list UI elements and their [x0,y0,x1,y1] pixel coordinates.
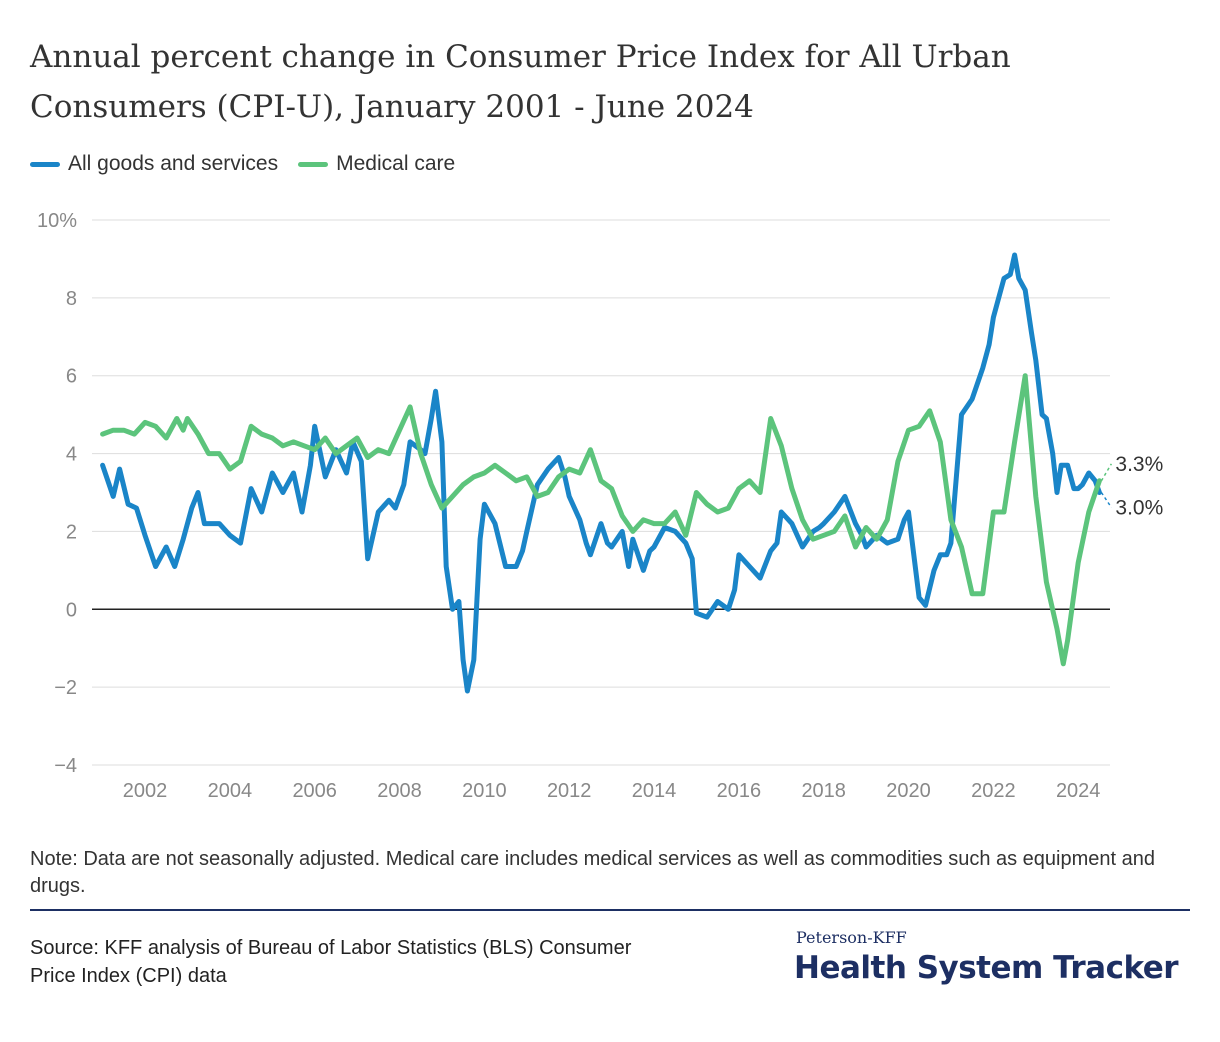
end-label-leader [1100,463,1113,482]
x-tick-label: 2008 [377,780,422,802]
legend-item-medical-care: Medical care [298,152,455,176]
legend-label-medical-care: Medical care [336,152,456,175]
series-line-medical-care [100,373,1102,667]
series-line-all-goods [100,252,1102,694]
legend-swatch-medical-care [298,161,329,167]
chart-note: Note: Data are not seasonally adjusted. … [30,848,1156,897]
y-tick-label: 2 [66,521,77,543]
x-tick-label: 2002 [123,780,168,802]
x-tick-label: 2010 [462,780,507,802]
end-label-leader [1100,492,1113,508]
end-label-medical-care: 3.3% [1115,453,1163,476]
y-tick-label: 6 [66,366,77,388]
brand-subtitle: Peterson-KFF [796,928,907,947]
chart-source: Source: KFF analysis of Bureau of Labor … [30,937,632,987]
legend-swatch-all-goods [30,161,60,167]
end-label-all-goods: 3.0% [1115,497,1163,520]
x-tick-label: 2014 [632,780,677,802]
chart-legend: All goods and services Medical care [30,152,475,176]
line-chart: 10% 8 6 4 2 0 −2 −4 2002 2004 2006 2008 2010 2012 2014… [37,210,1163,802]
brand-logo: Health System Tracker [794,950,1179,986]
x-tick-label: 2004 [208,780,253,802]
y-tick-label: −2 [54,677,77,699]
x-tick-label: 2006 [292,780,337,802]
y-tick-label: −4 [54,755,77,777]
y-tick-label: 8 [66,288,77,310]
legend-label-all-goods: All goods and services [68,152,279,175]
x-tick-label: 2016 [717,780,762,802]
y-tick-label: 10% [37,210,77,232]
x-tick-label: 2022 [971,780,1016,802]
footer-divider [30,909,1190,911]
y-tick-label: 0 [66,599,77,621]
x-tick-label: 2018 [801,780,846,802]
x-tick-label: 2012 [547,780,592,802]
x-tick-label: 2020 [886,780,931,802]
y-tick-label: 4 [66,444,77,466]
x-tick-label: 2024 [1056,780,1101,802]
legend-item-all-goods: All goods and services [30,152,278,176]
chart-title: Annual percent change in Consumer Price … [30,39,1011,125]
